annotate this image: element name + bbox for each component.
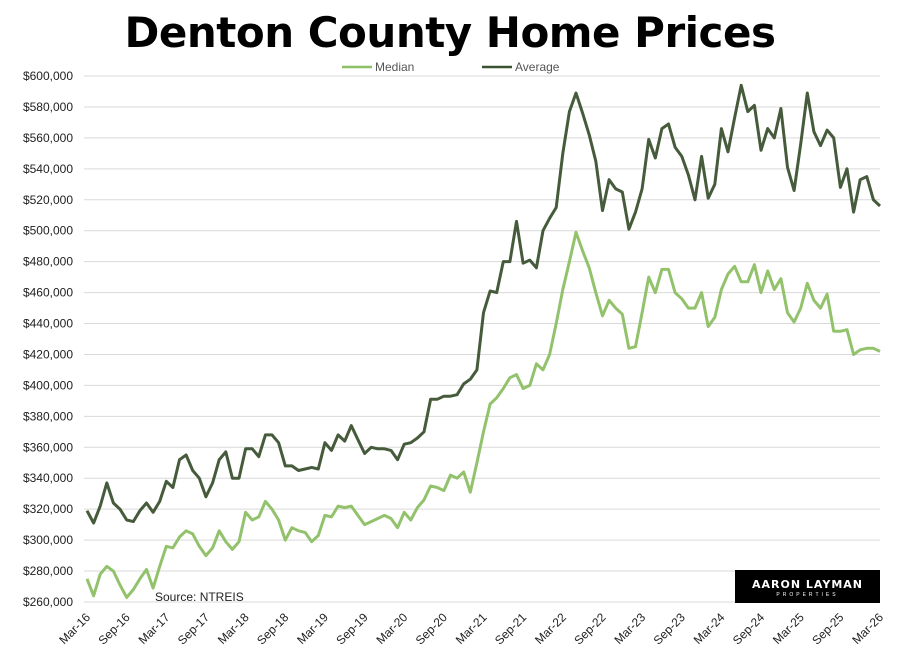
aaron-layman-logo: AARON LAYMAN PROPERTIES <box>735 570 880 603</box>
x-tick-label: Mar-19 <box>294 610 331 647</box>
y-tick-label: $500,000 <box>23 224 73 238</box>
x-tick-label: Mar-26 <box>849 610 886 647</box>
x-tick-label: Mar-25 <box>770 610 807 647</box>
y-tick-label: $380,000 <box>23 409 73 423</box>
x-tick-label: Mar-24 <box>691 610 728 647</box>
y-tick-label: $560,000 <box>23 131 73 145</box>
y-tick-label: $280,000 <box>23 564 73 578</box>
y-tick-label: $260,000 <box>23 595 73 609</box>
x-tick-label: Sep-17 <box>175 610 212 647</box>
x-tick-label: Sep-22 <box>571 610 608 647</box>
y-tick-label: $360,000 <box>23 440 73 454</box>
x-tick-label: Mar-22 <box>532 610 569 647</box>
x-tick-label: Mar-21 <box>453 610 490 647</box>
series-line-average <box>85 83 882 525</box>
y-tick-label: $460,000 <box>23 286 73 300</box>
legend-label-average: Average <box>515 60 560 74</box>
y-tick-label: $340,000 <box>23 471 73 485</box>
legend-label-median: Median <box>375 60 414 74</box>
x-tick-label: Mar-23 <box>611 610 648 647</box>
y-tick-label: $480,000 <box>23 255 73 269</box>
x-tick-label: Sep-20 <box>413 610 450 647</box>
x-tick-label: Sep-24 <box>730 610 767 647</box>
x-tick-label: Sep-16 <box>96 610 133 647</box>
y-tick-label: $520,000 <box>23 193 73 207</box>
x-tick-label: Mar-17 <box>136 610 173 647</box>
x-tick-label: Sep-21 <box>492 610 529 647</box>
x-tick-label: Mar-16 <box>56 610 93 647</box>
series-line-median <box>85 230 881 599</box>
logo-subtitle: PROPERTIES <box>776 592 839 598</box>
x-tick-label: Sep-23 <box>651 610 688 647</box>
x-tick-label: Sep-25 <box>809 610 846 647</box>
x-tick-label: Sep-19 <box>333 610 370 647</box>
source-annotation: Source: NTREIS <box>155 590 244 604</box>
x-tick-label: Mar-20 <box>374 610 411 647</box>
x-tick-label: Sep-18 <box>254 610 291 647</box>
y-tick-label: $600,000 <box>23 69 73 83</box>
y-tick-label: $580,000 <box>23 100 73 114</box>
chart-title: Denton County Home Prices <box>124 8 776 57</box>
y-tick-label: $300,000 <box>23 533 73 547</box>
y-tick-label: $400,000 <box>23 378 73 392</box>
y-tick-label: $440,000 <box>23 317 73 331</box>
y-tick-label: $540,000 <box>23 162 73 176</box>
logo-name: AARON LAYMAN <box>752 578 863 591</box>
y-tick-label: $420,000 <box>23 347 73 361</box>
y-tick-label: $320,000 <box>23 502 73 516</box>
x-tick-label: Mar-18 <box>215 610 252 647</box>
